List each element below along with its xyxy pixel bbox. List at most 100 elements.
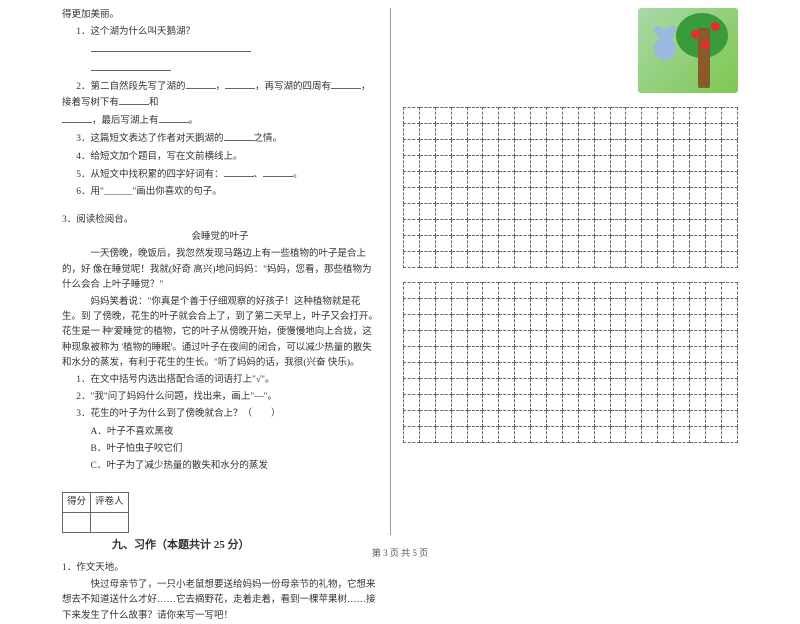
grid-cell <box>642 379 658 395</box>
grid-cell <box>594 188 610 204</box>
grid-cell <box>705 331 721 347</box>
grid-cell <box>578 188 594 204</box>
grid-cell <box>562 236 578 252</box>
grid-cell <box>674 395 690 411</box>
grid-cell <box>610 427 626 443</box>
writing-grid <box>403 282 738 443</box>
grid-cell <box>435 220 451 236</box>
grid-cell <box>531 411 547 427</box>
grid-cell <box>578 204 594 220</box>
grid-cell <box>435 156 451 172</box>
grid-cell <box>562 188 578 204</box>
mouse-icon <box>648 26 684 66</box>
grid-cell <box>578 299 594 315</box>
grid-cell <box>483 172 499 188</box>
grid-cell <box>705 220 721 236</box>
grid-cell <box>435 252 451 268</box>
grid-cell <box>483 252 499 268</box>
grid-cell <box>419 347 435 363</box>
grid-cell <box>658 363 674 379</box>
grid-cell <box>404 156 420 172</box>
grid-cell <box>594 347 610 363</box>
grid-cell <box>467 124 483 140</box>
grid-cell <box>435 411 451 427</box>
grid-cell <box>705 124 721 140</box>
grid-cell <box>483 124 499 140</box>
reading-title: 会睡觉的叶子 <box>62 230 378 245</box>
grid-cell <box>658 172 674 188</box>
grid-cell <box>451 299 467 315</box>
grid-cell <box>483 204 499 220</box>
grid-cell <box>721 188 737 204</box>
grid-cell <box>610 124 626 140</box>
grid-cell <box>483 427 499 443</box>
grid-cell <box>467 188 483 204</box>
grid-cell <box>721 156 737 172</box>
grid-cell <box>642 427 658 443</box>
grid-cell <box>705 363 721 379</box>
answer-blank <box>62 42 378 58</box>
grid-cell <box>499 220 515 236</box>
grid-cell <box>435 315 451 331</box>
grid-cell <box>674 204 690 220</box>
grid-cell <box>721 363 737 379</box>
grid-cell <box>435 188 451 204</box>
grid-cell <box>499 283 515 299</box>
grid-cell <box>419 252 435 268</box>
grid-cell <box>705 188 721 204</box>
grid-cell <box>594 140 610 156</box>
grid-cell <box>435 140 451 156</box>
grid-cell <box>547 124 563 140</box>
grid-cell <box>531 379 547 395</box>
para-2: 妈妈笑着说："你真是个善于仔细观察的好孩子！这种植物就是花生。到 了傍晚，花生的… <box>62 295 378 371</box>
grid-cell <box>515 411 531 427</box>
grid-cell <box>594 379 610 395</box>
grid-cell <box>578 252 594 268</box>
grid-cell <box>515 283 531 299</box>
grid-cell <box>451 395 467 411</box>
grid-cell <box>531 427 547 443</box>
grid-cell <box>562 299 578 315</box>
grid-cell <box>562 172 578 188</box>
grid-cell <box>690 395 706 411</box>
grid-cell <box>404 124 420 140</box>
grid-cell <box>483 379 499 395</box>
grid-cell <box>451 188 467 204</box>
grid-cell <box>626 188 642 204</box>
grid-cell <box>690 347 706 363</box>
grid-cell <box>642 236 658 252</box>
grid-cell <box>435 283 451 299</box>
grid-cell <box>578 283 594 299</box>
grid-cell <box>435 427 451 443</box>
grid-cell <box>499 395 515 411</box>
grid-cell <box>451 220 467 236</box>
grid-cell <box>419 363 435 379</box>
grid-cell <box>578 156 594 172</box>
grid-cell <box>674 379 690 395</box>
grid-cell <box>547 427 563 443</box>
grid-cell <box>451 283 467 299</box>
grid-cell <box>435 331 451 347</box>
grid-cell <box>562 315 578 331</box>
question-2-cont: ，最后写湖上有。 <box>62 113 378 129</box>
grid-cell <box>658 108 674 124</box>
grid-cell <box>705 172 721 188</box>
q5-part: 。 <box>293 170 303 180</box>
grid-cell <box>705 395 721 411</box>
grid-cell <box>658 427 674 443</box>
grid-cell <box>467 427 483 443</box>
grid-cell <box>404 411 420 427</box>
grid-cell <box>499 252 515 268</box>
grid-cell <box>642 331 658 347</box>
grid-cell <box>547 172 563 188</box>
grid-cell <box>594 156 610 172</box>
grid-cell <box>467 363 483 379</box>
grid-cell <box>451 252 467 268</box>
grid-cell <box>467 283 483 299</box>
grid-cell <box>499 124 515 140</box>
grid-cell <box>404 427 420 443</box>
grid-cell <box>483 299 499 315</box>
grid-cell <box>515 252 531 268</box>
grid-cell <box>642 172 658 188</box>
grid-cell <box>547 411 563 427</box>
